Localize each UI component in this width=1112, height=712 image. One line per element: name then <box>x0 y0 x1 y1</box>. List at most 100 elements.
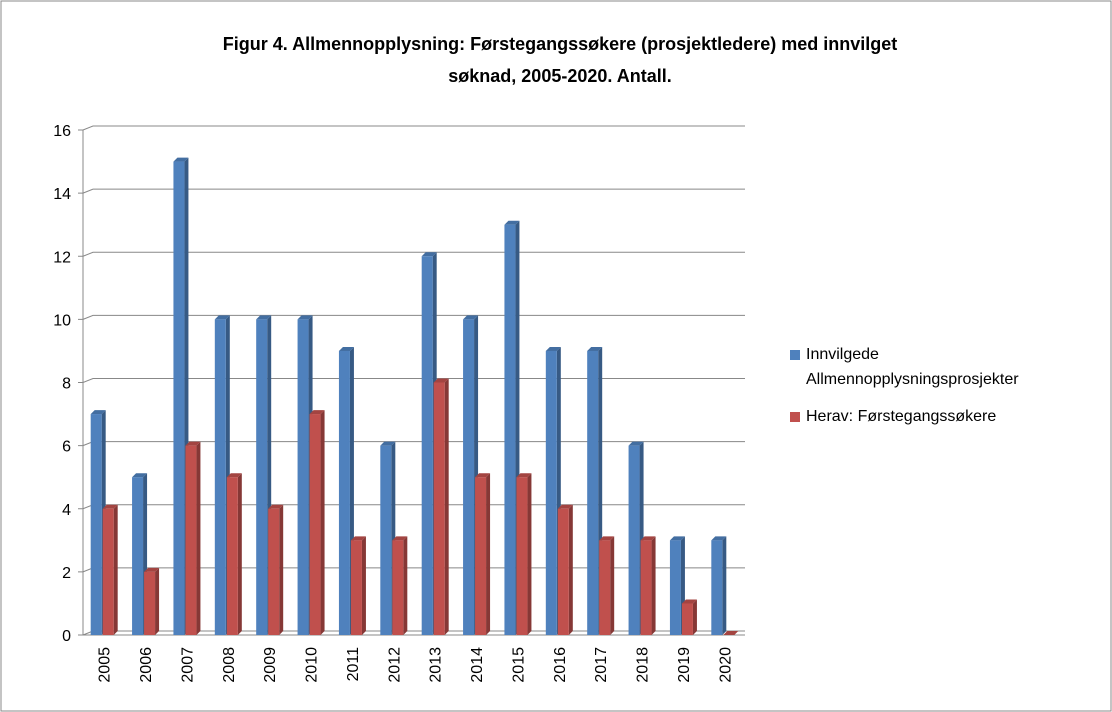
bar-top <box>338 346 354 351</box>
bar <box>475 477 487 635</box>
bar-top <box>102 504 118 509</box>
bar <box>338 350 350 635</box>
bar <box>268 508 280 635</box>
bar <box>545 350 557 635</box>
bar <box>463 319 475 635</box>
bar-top <box>711 536 727 541</box>
bar-top <box>599 536 615 541</box>
bar-top <box>516 473 532 478</box>
legend-label: Innvilgede Allmennopplysningsprosjekter <box>806 346 1019 388</box>
bar <box>226 477 238 635</box>
bar-top <box>504 220 520 225</box>
bar-side <box>444 378 449 635</box>
bar-top <box>433 378 449 383</box>
x-tick-label: 2012 <box>386 647 403 683</box>
x-tick-label: 2018 <box>635 647 652 683</box>
x-tick-label: 2006 <box>138 647 155 683</box>
x-tick-label: 2007 <box>179 647 196 683</box>
bar <box>599 540 611 635</box>
x-tick-label: 2008 <box>221 647 238 683</box>
x-tick-label: 2010 <box>304 647 321 683</box>
bar-top <box>463 315 479 320</box>
bar-top <box>628 441 644 446</box>
bar <box>90 414 102 635</box>
bar <box>392 540 404 635</box>
bar-top <box>268 504 284 509</box>
bar-top <box>350 536 366 541</box>
bar <box>185 445 197 635</box>
bar-top <box>669 536 685 541</box>
bar-side <box>320 410 325 635</box>
x-tick-label: 2017 <box>593 647 610 683</box>
bar-top <box>132 473 148 478</box>
bar-side <box>361 536 366 635</box>
bar-top <box>392 536 408 541</box>
y-tick-label: 16 <box>53 123 71 140</box>
bar-side <box>568 504 573 635</box>
chart-title: søknad, 2005-2020. Antall. <box>448 66 671 86</box>
bar <box>350 540 362 635</box>
bar <box>297 319 309 635</box>
grid-line <box>82 188 745 194</box>
y-tick-label: 6 <box>62 439 71 456</box>
x-tick-label: 2020 <box>717 647 734 683</box>
bar <box>628 445 640 635</box>
bar-top <box>545 346 561 351</box>
bar <box>256 319 268 635</box>
legend-swatch <box>790 412 800 422</box>
y-tick-label: 8 <box>62 376 71 393</box>
bar-side <box>403 536 408 635</box>
bar-top <box>297 315 313 320</box>
bar <box>640 540 652 635</box>
bar-side <box>527 473 532 635</box>
bar <box>711 540 723 635</box>
bar <box>504 224 516 635</box>
bar-top <box>475 473 491 478</box>
y-tick-label: 12 <box>53 249 71 266</box>
x-tick-label: 2005 <box>97 647 114 683</box>
bar-top <box>214 315 230 320</box>
bar-top <box>309 410 325 415</box>
bar-side <box>155 567 160 635</box>
grid-line <box>82 125 745 131</box>
x-tick-label: 2011 <box>345 647 362 682</box>
y-tick-label: 2 <box>62 565 71 582</box>
bar-top <box>640 536 656 541</box>
bar-top <box>256 315 272 320</box>
grid-line <box>82 251 745 257</box>
bar <box>380 445 392 635</box>
bar-side <box>113 504 118 635</box>
x-tick-label: 2009 <box>262 647 279 683</box>
bar-side <box>651 536 656 635</box>
legend: Innvilgede Allmennopplysningsprosjekter H… <box>790 342 1100 441</box>
bar-side <box>196 441 201 635</box>
bar <box>214 319 226 635</box>
x-tick-label: 2013 <box>428 647 445 683</box>
bar <box>433 382 445 635</box>
bar-top <box>185 441 201 446</box>
x-tick-label: 2016 <box>552 647 569 683</box>
bar <box>309 414 321 635</box>
x-tick-label: 2014 <box>469 647 486 683</box>
bar <box>132 477 144 635</box>
bar-side <box>486 473 491 635</box>
bar-side <box>279 504 284 635</box>
bar-top <box>587 346 603 351</box>
bar <box>587 350 599 635</box>
bar-top <box>90 410 106 415</box>
legend-label: Herav: Førstegangssøkere <box>806 408 997 425</box>
bar-top <box>557 504 573 509</box>
bar-top <box>421 252 437 257</box>
bar <box>173 161 185 635</box>
x-tick-label: 2015 <box>510 647 527 683</box>
grid-line <box>82 378 745 383</box>
bar-top <box>226 473 242 478</box>
bar-side <box>722 536 727 635</box>
y-tick-label: 0 <box>62 628 71 645</box>
bar <box>144 571 156 635</box>
bar-top <box>723 631 739 635</box>
bar-side <box>692 599 697 635</box>
bar-side <box>237 473 242 635</box>
y-tick-label: 10 <box>53 312 71 329</box>
